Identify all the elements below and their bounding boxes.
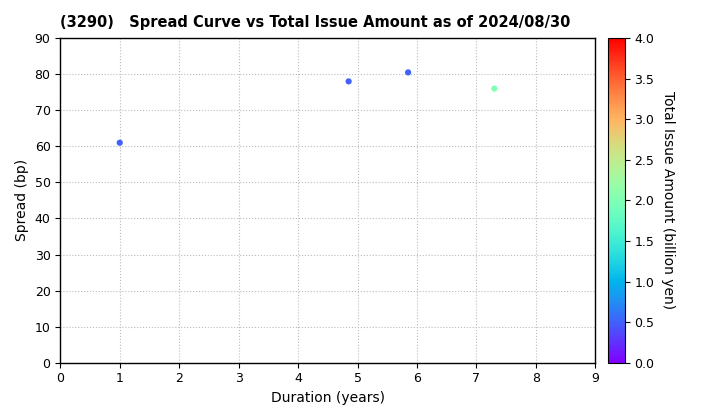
Point — [489, 85, 500, 92]
Text: (3290)   Spread Curve vs Total Issue Amount as of 2024/08/30: (3290) Spread Curve vs Total Issue Amoun… — [60, 15, 571, 30]
Y-axis label: Spread (bp): Spread (bp) — [15, 159, 29, 242]
Point — [343, 78, 354, 85]
Point — [114, 139, 125, 146]
X-axis label: Duration (years): Duration (years) — [271, 391, 384, 405]
Y-axis label: Total Issue Amount (billion yen): Total Issue Amount (billion yen) — [661, 92, 675, 310]
Point — [402, 69, 414, 76]
